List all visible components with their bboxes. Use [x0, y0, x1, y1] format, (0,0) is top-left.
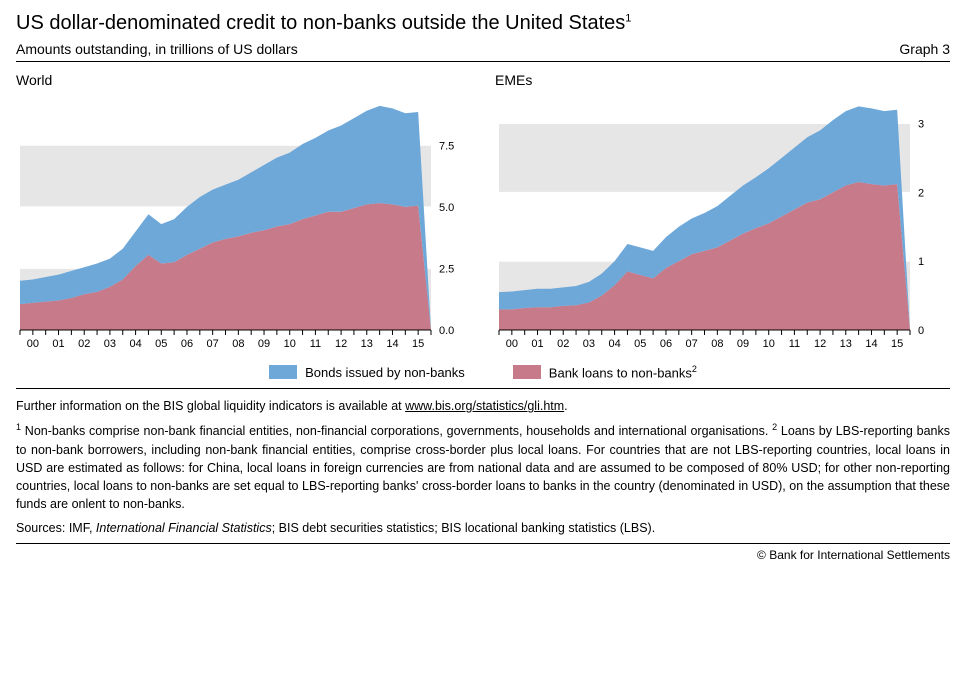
svg-text:12: 12: [335, 338, 347, 350]
svg-text:10: 10: [284, 338, 296, 350]
svg-text:1: 1: [918, 256, 924, 268]
svg-text:11: 11: [789, 338, 800, 350]
svg-text:06: 06: [660, 338, 672, 350]
svg-text:00: 00: [27, 338, 39, 350]
panel-world-chart: 00 01 02 03 04 05 06 07 08 09 10 11 12 13 14 15 0.0 2.5 5.…: [16, 94, 471, 354]
svg-text:05: 05: [155, 338, 167, 350]
svg-text:12: 12: [814, 338, 826, 350]
info-line: Further information on the BIS global li…: [16, 397, 950, 415]
panel-emes-chart: 000102030405060708091011121314150123: [495, 94, 950, 354]
svg-text:14: 14: [865, 338, 877, 350]
svg-text:2: 2: [918, 187, 924, 199]
svg-text:06: 06: [181, 338, 193, 350]
svg-text:15: 15: [891, 338, 903, 350]
panel-emes: EMEs 00010203040506070809101112131415012…: [495, 72, 950, 354]
legend-item-loans: Bank loans to non-banks2: [513, 364, 697, 380]
panel-world-title: World: [16, 72, 471, 88]
title-footnote-ref: 1: [625, 12, 631, 24]
svg-text:07: 07: [207, 338, 219, 350]
world-chart-svg: 00 01 02 03 04 05 06 07 08 09 10 11 12 13 14 15 0.0 2.5 5.…: [16, 94, 471, 354]
svg-text:7.5: 7.5: [439, 140, 454, 152]
svg-text:14: 14: [386, 338, 398, 350]
svg-text:08: 08: [711, 338, 723, 350]
legend-swatch-loans: [513, 365, 541, 379]
panel-world: World 00 01 02 03 04 05 06 07 08 09 10 11 12 13 14 15 0.…: [16, 72, 471, 354]
footnotes: 1 Non-banks comprise non-bank financial …: [16, 421, 950, 513]
page-title: US dollar-denominated credit to non-bank…: [16, 12, 631, 35]
svg-text:0: 0: [918, 325, 924, 337]
svg-text:15: 15: [412, 338, 424, 350]
svg-text:05: 05: [634, 338, 646, 350]
graph-number: Graph 3: [899, 41, 950, 57]
copyright: © Bank for International Settlements: [16, 543, 950, 562]
panel-emes-title: EMEs: [495, 72, 950, 88]
svg-text:09: 09: [737, 338, 749, 350]
svg-text:07: 07: [686, 338, 698, 350]
svg-text:13: 13: [840, 338, 852, 350]
emes-chart-svg: 000102030405060708091011121314150123: [495, 94, 950, 354]
legend-item-bonds: Bonds issued by non-banks: [269, 364, 465, 380]
sources: Sources: IMF, International Financial St…: [16, 519, 950, 537]
svg-text:02: 02: [557, 338, 569, 350]
svg-text:01: 01: [531, 338, 543, 350]
svg-text:3: 3: [918, 119, 924, 131]
svg-text:09: 09: [258, 338, 270, 350]
svg-text:13: 13: [361, 338, 373, 350]
svg-text:01: 01: [52, 338, 64, 350]
svg-text:2.5: 2.5: [439, 263, 454, 275]
notes-block: Further information on the BIS global li…: [16, 397, 950, 537]
svg-text:03: 03: [583, 338, 595, 350]
subtitle-row: Amounts outstanding, in trillions of US …: [16, 41, 950, 62]
svg-text:03: 03: [104, 338, 116, 350]
svg-text:04: 04: [608, 338, 620, 350]
svg-text:5.0: 5.0: [439, 202, 454, 214]
svg-text:0.0: 0.0: [439, 325, 454, 337]
legend-label-bonds: Bonds issued by non-banks: [305, 365, 465, 380]
svg-text:00: 00: [506, 338, 518, 350]
svg-text:02: 02: [78, 338, 90, 350]
chart-panels: World 000102030405060708091011121314150.…: [16, 72, 950, 354]
svg-text:11: 11: [310, 338, 321, 350]
legend: Bonds issued by non-banks Bank loans to …: [16, 364, 950, 380]
divider: [16, 388, 950, 389]
title-row: US dollar-denominated credit to non-bank…: [16, 12, 950, 35]
svg-text:08: 08: [232, 338, 244, 350]
legend-label-loans: Bank loans to non-banks2: [549, 364, 697, 380]
legend-swatch-bonds: [269, 365, 297, 379]
svg-text:10: 10: [763, 338, 775, 350]
subtitle: Amounts outstanding, in trillions of US …: [16, 41, 298, 57]
svg-text:04: 04: [129, 338, 141, 350]
info-link[interactable]: www.bis.org/statistics/gli.htm: [405, 399, 564, 413]
title-text: US dollar-denominated credit to non-bank…: [16, 12, 625, 34]
